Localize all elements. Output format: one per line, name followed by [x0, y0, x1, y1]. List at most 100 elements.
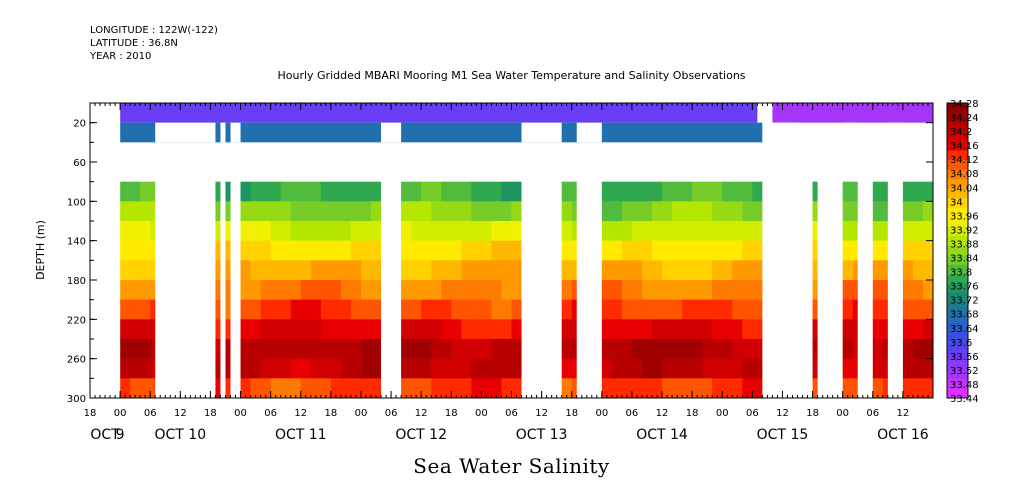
- salinity-cell: [752, 319, 763, 340]
- salinity-cell: [431, 221, 442, 242]
- salinity-cell: [902, 280, 914, 301]
- colorbar-label: 33.6: [950, 338, 972, 349]
- colorbar-swatch: [947, 378, 968, 389]
- salinity-cell: [441, 339, 452, 360]
- salinity-cell: [912, 221, 924, 242]
- date-label: OCT 12: [395, 427, 447, 443]
- salinity-cell: [922, 319, 934, 340]
- salinity-cell: [641, 221, 653, 242]
- salinity-cell: [662, 358, 673, 379]
- salinity-cell: [682, 358, 693, 379]
- salinity-cell: [260, 378, 272, 399]
- salinity-cell: [732, 319, 743, 340]
- salinity-cell: [240, 240, 252, 261]
- salinity-cell: [902, 221, 914, 242]
- salinity-cell: [401, 280, 412, 301]
- salinity-cell: [742, 260, 753, 281]
- salinity-cell: [501, 260, 512, 281]
- salinity-cell: [411, 339, 422, 360]
- salinity-cell: [330, 378, 342, 399]
- salinity-cell: [360, 378, 372, 399]
- salinity-cell: [350, 280, 362, 301]
- x-tick-label: 12: [415, 408, 428, 419]
- salinity-cell: [722, 299, 733, 320]
- salinity-cell: [902, 299, 914, 320]
- data-gap: [381, 179, 402, 398]
- salinity-cell: [682, 260, 693, 281]
- salinity-cell: [722, 181, 733, 202]
- data-gap: [90, 103, 121, 398]
- salinity-cell: [702, 378, 713, 399]
- salinity-cell: [842, 181, 854, 202]
- colorbar-label: 34.28: [950, 99, 979, 110]
- salinity-cell: [842, 339, 854, 360]
- salinity-cell: [120, 181, 131, 202]
- salinity-cell: [461, 339, 472, 360]
- salinity-cell: [621, 260, 633, 281]
- colorbar-swatch: [947, 245, 968, 256]
- salinity-cell: [270, 181, 282, 202]
- salinity-cell: [320, 358, 332, 379]
- salinity-cell: [611, 280, 623, 301]
- salinity-cell: [902, 339, 914, 360]
- salinity-cell: [722, 319, 733, 340]
- salinity-cell: [360, 260, 372, 281]
- salinity-cell: [250, 221, 262, 242]
- salinity-cell: [561, 280, 573, 301]
- salinity-cell: [270, 240, 282, 261]
- salinity-cell: [120, 240, 131, 261]
- salinity-cell: [631, 260, 643, 281]
- salinity-cell: [752, 260, 763, 281]
- salinity-cell: [702, 260, 713, 281]
- salinity-cell: [130, 181, 141, 202]
- salinity-cell: [511, 358, 523, 379]
- salinity-cell: [320, 280, 332, 301]
- salinity-cell: [451, 181, 462, 202]
- salinity-cell: [220, 201, 231, 222]
- salinity-cell: [471, 339, 482, 360]
- salinity-cell: [320, 319, 332, 340]
- salinity-cell: [672, 358, 683, 379]
- salinity-cell: [561, 378, 573, 399]
- salinity-cell: [501, 280, 512, 301]
- salinity-cell: [320, 201, 332, 222]
- salinity-cell: [330, 339, 342, 360]
- date-label: OCT 16: [877, 427, 929, 443]
- y-tick-label: 260: [67, 355, 86, 366]
- salinity-cell: [330, 201, 342, 222]
- colorbar-swatch: [947, 141, 968, 152]
- salinity-cell: [912, 201, 924, 222]
- salinity-cell: [411, 378, 422, 399]
- salinity-cell: [340, 339, 352, 360]
- salinity-cell: [401, 299, 412, 320]
- salinity-cell: [431, 339, 442, 360]
- surface-band: [120, 122, 763, 143]
- salinity-cell: [491, 181, 502, 202]
- salinity-cell: [742, 280, 753, 301]
- salinity-cell: [501, 378, 512, 399]
- salinity-cell: [350, 319, 362, 340]
- salinity-cell: [220, 181, 231, 202]
- salinity-cell: [902, 378, 914, 399]
- salinity-cell: [641, 339, 653, 360]
- salinity-cell: [672, 378, 683, 399]
- salinity-cell: [732, 201, 743, 222]
- salinity-cell: [902, 240, 914, 261]
- salinity-cell: [842, 280, 854, 301]
- salinity-cell: [702, 221, 713, 242]
- salinity-cell: [130, 319, 141, 340]
- salinity-cell: [491, 299, 502, 320]
- date-label: OCT 15: [757, 427, 809, 443]
- salinity-cell: [270, 221, 282, 242]
- y-tick-label: 100: [67, 197, 86, 208]
- salinity-cell: [601, 181, 613, 202]
- salinity-cell: [702, 181, 713, 202]
- salinity-cell: [421, 358, 432, 379]
- salinity-cell: [220, 260, 231, 281]
- salinity-cell: [130, 280, 141, 301]
- colorbar-label: 33.88: [950, 239, 979, 250]
- salinity-cell: [451, 221, 462, 242]
- salinity-cell: [461, 260, 472, 281]
- salinity-cell: [692, 181, 703, 202]
- salinity-cell: [491, 221, 502, 242]
